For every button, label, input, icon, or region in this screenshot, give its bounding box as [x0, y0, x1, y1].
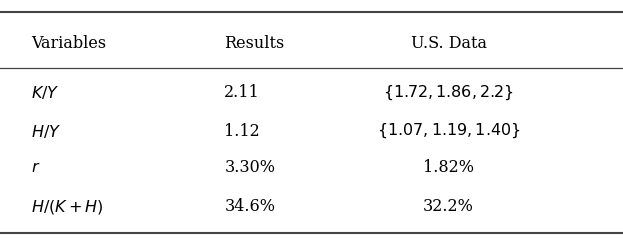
Text: 34.6%: 34.6%	[224, 198, 275, 215]
Text: 3.30%: 3.30%	[224, 159, 275, 176]
Text: Results: Results	[224, 35, 285, 52]
Text: $r$: $r$	[31, 160, 40, 175]
Text: $\{1.72, 1.86, 2.2\}$: $\{1.72, 1.86, 2.2\}$	[383, 83, 514, 102]
Text: Variables: Variables	[31, 35, 107, 52]
Text: 32.2%: 32.2%	[423, 198, 474, 215]
Text: 1.82%: 1.82%	[423, 159, 474, 176]
Text: $H/Y$: $H/Y$	[31, 123, 62, 140]
Text: 1.12: 1.12	[224, 123, 260, 140]
Text: $\{1.07, 1.19, 1.40\}$: $\{1.07, 1.19, 1.40\}$	[377, 122, 520, 140]
Text: $K/Y$: $K/Y$	[31, 84, 60, 101]
Text: U.S. Data: U.S. Data	[411, 35, 487, 52]
Text: 2.11: 2.11	[224, 84, 260, 101]
Text: $H/(K+H)$: $H/(K+H)$	[31, 198, 104, 216]
